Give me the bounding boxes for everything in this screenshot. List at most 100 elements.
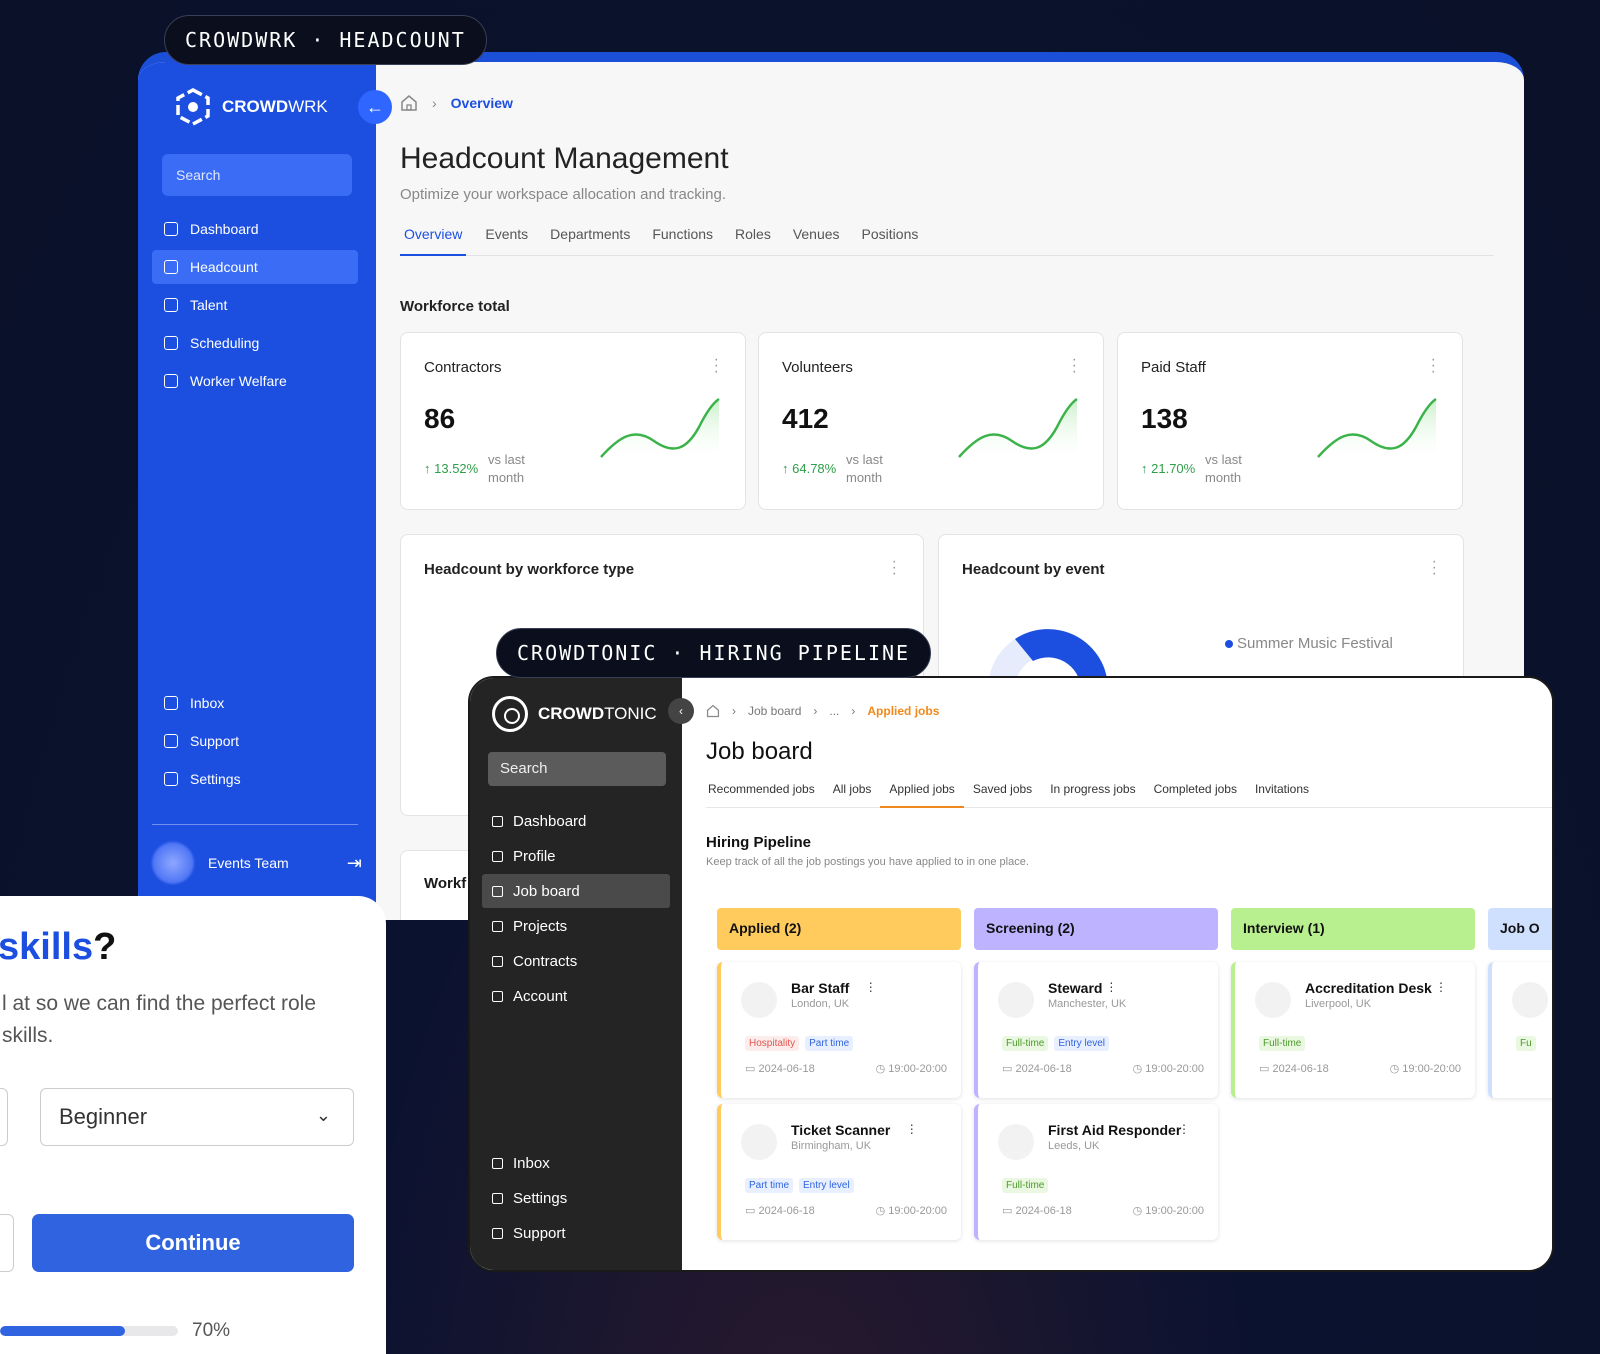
tab-functions[interactable]: Functions [652,226,714,242]
sidebar-item-support[interactable]: Support [482,1216,670,1250]
job-card[interactable]: Steward Manchester, UK ⋮ Full-time Entry lev… [974,962,1218,1098]
tab-overview[interactable]: Overview [400,220,467,256]
sidebar-item-projects[interactable]: Projects [482,909,670,943]
more-options-icon[interactable]: ⋮ [1105,980,1118,994]
stat-change: ↑ 13.52% [424,461,478,476]
sidebar-item-dashboard[interactable]: Dashboard [482,804,670,838]
job-card[interactable]: First Aid Responder Leeds, UK ⋮ Full-time ▭ … [974,1104,1218,1240]
search-input[interactable]: Search [488,752,666,786]
legend-dot [1225,640,1233,648]
partial-select[interactable] [0,1088,8,1146]
more-options-icon[interactable]: · · · [1071,351,1077,380]
bar-chart-icon [492,815,503,827]
more-options-icon[interactable]: · · · [713,351,719,380]
tab-saved-jobs[interactable]: Saved jobs [972,782,1033,796]
sidebar-nav-bottom: Inbox Support Settings [152,686,358,800]
search-input[interactable]: Search [162,154,352,196]
more-options-icon[interactable]: · · · [891,553,897,582]
company-logo [998,1124,1034,1160]
job-time: ◷ 19:00-20:00 [1390,1062,1461,1075]
crowdwrk-logo[interactable]: CROWDWRK [174,88,328,126]
chevron-down-icon: ⌄ [315,1105,331,1125]
home-icon[interactable] [400,94,418,112]
subtitle-line: skills. [2,1024,54,1047]
job-title: Steward [1048,980,1103,996]
stat-value: 86 [424,403,456,434]
sidebar-item-contracts[interactable]: Contracts [482,944,670,978]
back-button[interactable] [0,1214,14,1272]
avatar [152,842,194,884]
collapse-sidebar-button[interactable]: ‹ [668,698,694,724]
stat-change: ↑ 21.70% [1141,461,1195,476]
sidebar-item-profile[interactable]: Profile [482,839,670,873]
sidebar-item-job-board[interactable]: Job board [482,874,670,908]
company-logo [1255,982,1291,1018]
job-location: Manchester, UK [1048,998,1127,1010]
more-options-icon[interactable]: · · · [1431,553,1437,582]
tab-departments[interactable]: Departments [550,226,631,242]
job-tags: Fu [1516,1036,1536,1051]
card-title: Volunteers [782,359,853,376]
sidebar-item-headcount[interactable]: Headcount [152,250,358,284]
more-options-icon[interactable]: ⋮ [1178,1122,1190,1136]
donut-chart [988,629,1108,689]
tab-positions[interactable]: Positions [861,226,919,242]
tab-invitations[interactable]: Invitations [1254,782,1309,796]
breadcrumb-job-board[interactable]: Job board [748,704,802,718]
crowdwrk-window: CROWDWRK Search Dashboard Headcount Talent… [138,52,1524,920]
job-card[interactable]: Fu [1488,962,1552,1098]
crowdtonic-logo-icon [492,696,528,732]
chat-icon [492,1157,503,1169]
team-switcher[interactable]: Events Team ⇥ [152,842,362,884]
crowdtonic-logo[interactable]: CROWDTONIC [492,696,657,732]
tab-venues[interactable]: Venues [792,226,840,242]
sidebar-item-settings[interactable]: Settings [152,762,358,796]
logo-text-light: TONIC [604,704,657,723]
sidebar-item-talent[interactable]: Talent [152,288,358,322]
time-value: 19:00-20:00 [1402,1063,1461,1075]
more-options-icon[interactable]: ⋮ [864,980,877,994]
calendar-icon: ▭ [745,1205,759,1217]
sidebar-item-dashboard[interactable]: Dashboard [152,212,358,246]
breadcrumb-current[interactable]: Overview [450,95,513,111]
sidebar-divider [152,824,358,825]
sidebar-item-inbox[interactable]: Inbox [152,686,358,720]
sidebar-item-inbox[interactable]: Inbox [482,1146,670,1180]
calendar-icon: ▭ [1259,1063,1273,1075]
job-card[interactable]: Bar Staff London, UK ⋮ Hospitality Part time… [717,962,961,1098]
tab-all-jobs[interactable]: All jobs [832,782,872,796]
crowdtonic-sidebar: CROWDTONIC Search Dashboard Profile Job bo… [470,678,682,1270]
sidebar-item-settings[interactable]: Settings [482,1181,670,1215]
tab-roles[interactable]: Roles [735,226,771,242]
breadcrumb-ellipsis[interactable]: ... [829,704,840,718]
more-options-icon[interactable]: ⋮ [905,1122,918,1136]
tab-events[interactable]: Events [485,226,529,242]
sparkline [600,397,720,463]
collapse-sidebar-button[interactable]: ← [358,90,392,124]
tab-in-progress-jobs[interactable]: In progress jobs [1050,782,1136,796]
tab-completed-jobs[interactable]: Completed jobs [1153,782,1237,796]
sidebar-item-label: Account [513,987,568,1005]
more-options-icon[interactable]: · · · [1430,351,1436,380]
job-card[interactable]: Accreditation Desk Liverpool, UK ⋮ Full-tim… [1231,962,1475,1098]
clock-icon: ◷ [1132,1063,1146,1075]
sidebar-item-support[interactable]: Support [152,724,358,758]
breadcrumb-current[interactable]: Applied jobs [867,704,940,718]
sidebar-item-worker-welfare[interactable]: Worker Welfare [152,364,358,398]
question-mark: ? [93,926,117,968]
more-options-icon[interactable]: ⋮ [1435,980,1447,994]
logo-text: CROWDTONIC [538,704,657,724]
logout-icon[interactable]: ⇥ [346,852,362,873]
job-title: Ticket Scanner [791,1122,891,1138]
date-value: 2024-06-18 [1015,1063,1072,1075]
skill-level-select[interactable]: Beginner ⌄ [40,1088,354,1146]
sidebar-item-scheduling[interactable]: Scheduling [152,326,358,360]
tab-applied-jobs[interactable]: Applied jobs [880,778,964,808]
sidebar-item-account[interactable]: Account [482,979,670,1013]
home-icon [164,222,178,236]
job-card[interactable]: Ticket Scanner Birmingham, UK ⋮ Part time En… [717,1104,961,1240]
home-icon[interactable] [706,704,720,718]
continue-button[interactable]: Continue [32,1214,354,1272]
tab-recommended-jobs[interactable]: Recommended jobs [708,782,815,796]
job-time: ◷ 19:00-20:00 [876,1062,947,1075]
